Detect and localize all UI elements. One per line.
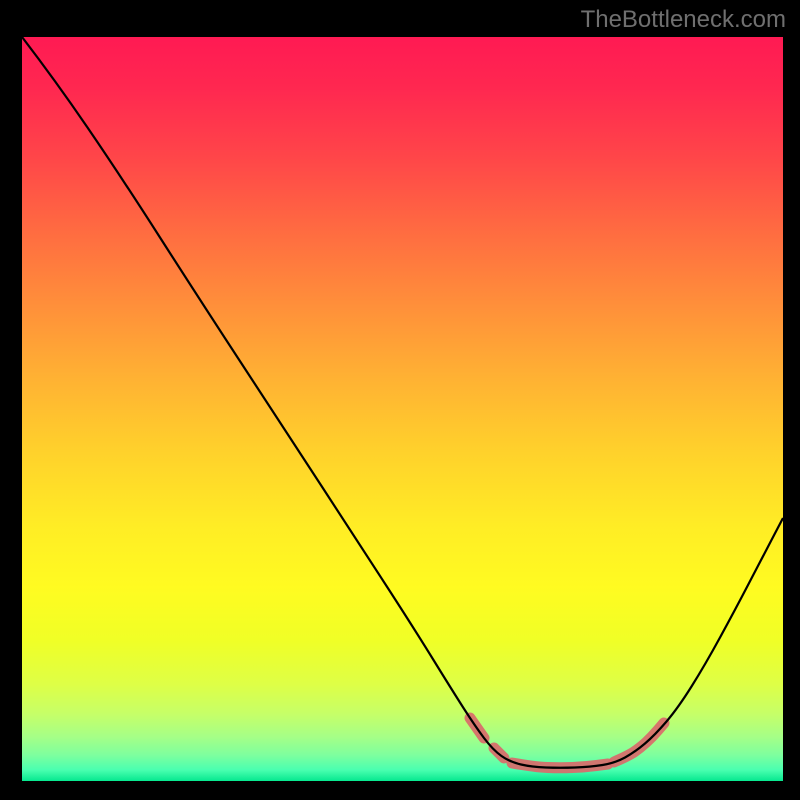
highlight-group [470,718,664,768]
plot-area [22,37,783,781]
watermark-text: TheBottleneck.com [581,6,786,34]
chart-stage: TheBottleneck.com [0,0,800,800]
curve-layer [22,37,783,781]
bottleneck-curve [22,37,783,768]
highlight-segment-3 [614,723,664,762]
